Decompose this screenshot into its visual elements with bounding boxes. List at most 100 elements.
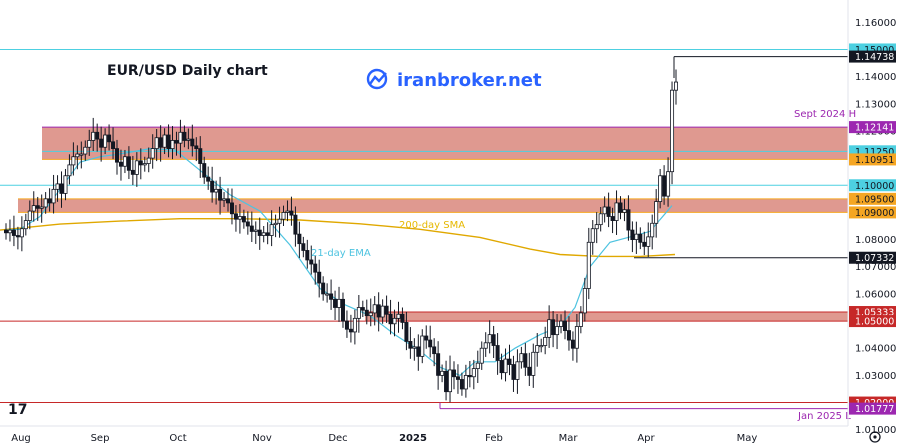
price-badge-1.09500: [849, 192, 896, 205]
candle-body: [11, 229, 16, 236]
price-badge-1.09000: [849, 206, 896, 219]
candle-body: [130, 169, 135, 175]
candle-body: [479, 347, 484, 364]
candle-body: [134, 160, 139, 175]
candle-body: [360, 307, 365, 311]
candle-body: [535, 345, 540, 353]
logo-arrow-icon: [369, 72, 387, 85]
candle-body: [126, 156, 131, 171]
price-badge-1.14738: [849, 50, 896, 63]
candle-body: [71, 156, 76, 166]
candle-body: [297, 233, 302, 245]
candle-body: [19, 228, 24, 238]
candle-body: [356, 307, 361, 319]
price-badge-1.10000: [849, 179, 896, 192]
price-badge-text: 1.14738: [855, 52, 894, 63]
price-badge-1.01777: [849, 402, 896, 415]
candle-body: [622, 209, 627, 213]
candle-body: [273, 222, 278, 226]
candle-body: [265, 232, 270, 236]
candle-body: [233, 213, 238, 220]
price-badge-text: 1.01777: [855, 404, 894, 415]
settings-gear-icon[interactable]: [869, 431, 881, 443]
candle-body: [408, 341, 413, 349]
candle-body: [487, 334, 492, 344]
candle-body: [146, 157, 151, 164]
candle-body: [194, 145, 199, 149]
candle-body: [333, 298, 338, 308]
candle-body: [495, 345, 500, 361]
candle-body: [75, 153, 80, 158]
candle-body: [281, 212, 286, 220]
candle-body: [111, 141, 116, 149]
candle-body: [523, 353, 528, 368]
y-tick-label: 1.06000: [855, 289, 896, 300]
candle-body: [321, 282, 326, 295]
candle-body: [344, 320, 349, 330]
x-tick-label: Aug: [11, 433, 31, 444]
candle-body: [249, 225, 254, 232]
annotation-200-day-sma: 200-day SMA: [399, 220, 465, 231]
price-badge-text: 1.11250: [855, 147, 894, 158]
candle-body: [305, 250, 310, 261]
candle-body: [491, 334, 496, 346]
candle-body: [574, 326, 579, 349]
candle-body: [138, 160, 143, 166]
x-tick-label: Apr: [637, 433, 655, 444]
x-tick-label: Sep: [91, 433, 110, 444]
candle-body: [590, 228, 595, 243]
candle-body: [582, 288, 587, 314]
x-tick-label: Nov: [252, 433, 272, 444]
candle-body: [158, 137, 163, 148]
candle-body: [245, 221, 250, 227]
x-tick-label: Dec: [328, 433, 347, 444]
candle-body: [630, 229, 635, 240]
candle-body: [222, 198, 227, 201]
time-axis[interactable]: Aug Sep Oct Nov Dec 2025 Feb Mar Apr May: [11, 433, 757, 444]
candle-body: [432, 346, 437, 355]
candle-body: [539, 345, 544, 348]
candle-body: [364, 309, 369, 317]
candle-body: [210, 180, 215, 193]
candle-body: [372, 304, 377, 314]
candle-body: [190, 138, 195, 147]
candle-body: [206, 176, 211, 182]
candle-body: [618, 202, 623, 213]
candle-body: [214, 188, 219, 193]
candle-body: [285, 210, 290, 213]
candle-body: [154, 137, 159, 149]
y-tick-label: 1.14000: [855, 72, 896, 83]
candle-body: [499, 360, 504, 374]
price-badge-text: 1.10951: [855, 155, 894, 166]
price-badge-text: 1.05333: [855, 308, 894, 319]
price-badge-text: 1.15000: [855, 45, 894, 56]
candle-body: [570, 339, 575, 349]
candle-body: [610, 216, 615, 221]
candle-body: [586, 241, 591, 289]
candle-body: [566, 330, 571, 341]
candle-body: [35, 205, 40, 209]
candle-body: [122, 156, 127, 167]
tradingview-logo[interactable]: 17: [8, 402, 27, 418]
sma-200-line: [0, 217, 676, 258]
candle-body: [444, 370, 449, 393]
price-badge-text: 1.10000: [855, 181, 894, 192]
candle-body: [39, 206, 44, 209]
candle-body: [202, 163, 207, 178]
candle-body: [241, 216, 246, 223]
candle-body: [162, 134, 167, 148]
candle-body: [340, 298, 345, 322]
candle-body: [99, 138, 104, 148]
candle-body: [289, 210, 294, 216]
y-tick-label: 1.07000: [855, 262, 896, 273]
candle-body: [475, 362, 480, 370]
x-tick-label: 2025: [399, 433, 427, 444]
candle-body: [388, 313, 393, 325]
candle-body: [396, 313, 401, 319]
candle-body: [309, 259, 314, 265]
candle-body: [229, 202, 234, 215]
candle-body: [455, 376, 460, 380]
candle-body: [578, 312, 583, 327]
candle-body: [43, 198, 48, 208]
